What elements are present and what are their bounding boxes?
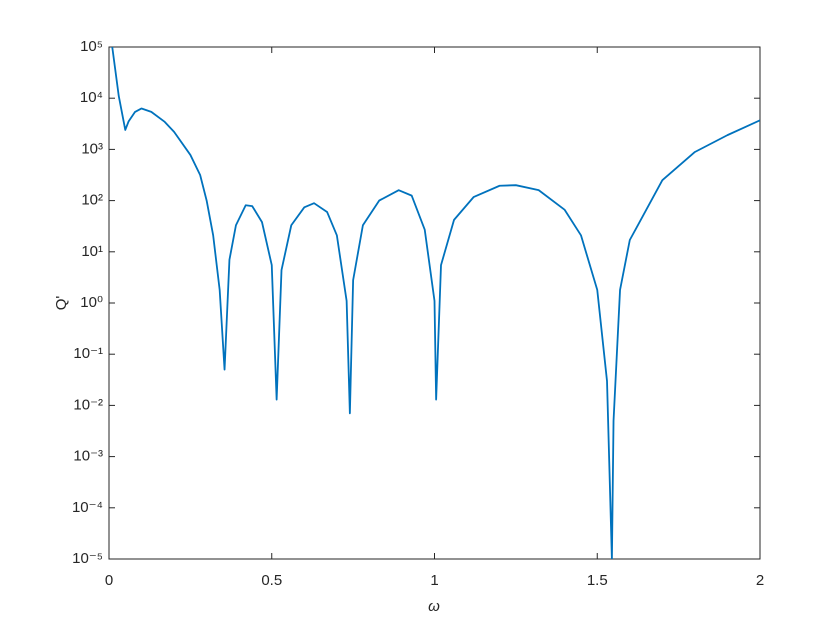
y-tick-label: 10⁴ (80, 89, 103, 106)
y-tick-label: 10⁰ (80, 294, 103, 311)
x-tick-label: 1 (430, 572, 438, 589)
data-line (111, 47, 760, 559)
y-tick-label: 10² (81, 192, 103, 209)
y-tick-label: 10⁵ (80, 38, 103, 55)
x-tick-label: 2 (756, 572, 764, 589)
y-tick-label: 10³ (81, 140, 103, 157)
y-tick-label: 10⁻¹ (73, 345, 103, 362)
y-tick-label: 10⁻² (73, 396, 103, 413)
y-tick-label: 10¹ (81, 243, 103, 260)
y-tick-label: 10⁻³ (73, 448, 103, 465)
x-tick-label: 1.5 (587, 572, 608, 589)
y-axis-label: Q' (53, 296, 70, 311)
x-tick-label: 0.5 (261, 572, 282, 589)
y-tick-label: 10⁻⁵ (72, 550, 103, 567)
x-tick-label: 0 (105, 572, 113, 589)
x-axis-label: ω (428, 598, 440, 615)
y-tick-label: 10⁻⁴ (72, 499, 103, 516)
